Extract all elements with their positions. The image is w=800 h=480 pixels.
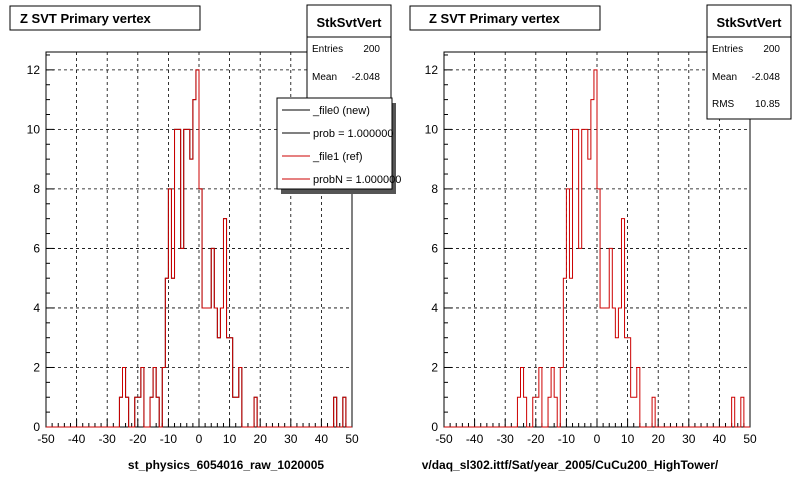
- y-tick-label: 2: [33, 360, 40, 374]
- x-tick-label: 20: [652, 432, 666, 446]
- x-tick-label: -30: [99, 432, 117, 446]
- legend-entry: _file1 (ref): [312, 151, 363, 163]
- right-stats-name: StkSvtVert: [716, 15, 782, 30]
- left-stats-mean-label: Mean: [312, 72, 337, 83]
- left-stats-box: StkSvtVert Entries 200 Mean -2.048: [306, 4, 392, 102]
- x-tick-label: -20: [527, 432, 545, 446]
- y-tick-label: 10: [425, 122, 439, 136]
- left-title-box: [9, 5, 201, 31]
- x-tick-label: -40: [68, 432, 86, 446]
- x-tick-label: 40: [315, 432, 329, 446]
- y-tick-label: 8: [431, 182, 438, 196]
- right-stats-entries-label: Entries: [712, 44, 743, 55]
- legend-entry: probN = 1.000000: [313, 174, 401, 186]
- right-stats-rms-value: 10.85: [755, 99, 780, 110]
- right-y-tick-labels: 0 2 4 6 8 10 12: [425, 63, 439, 434]
- x-tick-label: 10: [621, 432, 635, 446]
- right-plot-area: -50 -40 -30 -20 -10 0 10 20 30 40 50 0 2 4 6 8 10 12: [425, 51, 757, 446]
- x-tick-label: -10: [160, 432, 178, 446]
- right-stats-rms-label: RMS: [712, 99, 735, 110]
- x-tick-label: 50: [743, 432, 757, 446]
- right-stats-mean-value: -2.048: [752, 72, 781, 83]
- x-tick-label: -20: [129, 432, 147, 446]
- left-legend: _file0 (new) prob = 1.000000 _file1 (ref) p…: [276, 97, 401, 194]
- left-y-tick-labels: 0 2 4 6 8 10 12: [27, 63, 41, 434]
- left-stats-name: StkSvtVert: [316, 15, 382, 30]
- legend-entry: _file0 (new): [312, 105, 370, 117]
- y-tick-label: 2: [431, 360, 438, 374]
- left-stats-entries-label: Entries: [312, 44, 343, 55]
- y-tick-label: 12: [425, 63, 439, 77]
- y-tick-label: 6: [431, 241, 438, 255]
- x-tick-label: -50: [435, 432, 453, 446]
- left-pad: Z SVT Primary vertex -50 -40 -30 -20 -10 0 10 2…: [9, 4, 401, 472]
- x-tick-label: -50: [37, 432, 55, 446]
- x-tick-label: 30: [682, 432, 696, 446]
- right-stats-entries-value: 200: [763, 44, 780, 55]
- y-tick-label: 6: [33, 241, 40, 255]
- right-title: Z SVT Primary vertex: [429, 11, 561, 26]
- left-stats-entries-value: 200: [363, 44, 380, 55]
- x-tick-label: 10: [223, 432, 237, 446]
- x-tick-label: 0: [196, 432, 203, 446]
- x-tick-label: 40: [713, 432, 727, 446]
- left-histogram-ref: [46, 69, 352, 428]
- right-histogram-ref: [444, 69, 750, 428]
- x-tick-label: 30: [284, 432, 298, 446]
- right-x-tick-labels: -50 -40 -30 -20 -10 0 10 20 30 40 50: [435, 432, 757, 446]
- y-tick-label: 0: [33, 420, 40, 434]
- x-tick-label: 20: [254, 432, 268, 446]
- y-tick-label: 12: [27, 63, 41, 77]
- y-tick-label: 4: [33, 301, 40, 315]
- right-title-box: [409, 5, 601, 31]
- right-pad: Z SVT Primary vertex -50 -40 -30 -20 -10 0 10 2…: [409, 4, 792, 472]
- left-x-axis-label: st_physics_6054016_raw_1020005: [128, 458, 324, 472]
- right-x-axis-label: v/daq_sl302.ittf/Sat/year_2005/CuCu200_H…: [422, 458, 719, 472]
- x-tick-label: -40: [466, 432, 484, 446]
- left-stats-mean-value: -2.048: [352, 72, 381, 83]
- right-stats-mean-label: Mean: [712, 72, 737, 83]
- legend-entry: prob = 1.000000: [313, 128, 393, 140]
- x-tick-label: 0: [594, 432, 601, 446]
- y-tick-label: 0: [431, 420, 438, 434]
- y-tick-label: 4: [431, 301, 438, 315]
- left-title: Z SVT Primary vertex: [20, 11, 152, 26]
- y-tick-label: 8: [33, 182, 40, 196]
- y-tick-label: 10: [27, 122, 41, 136]
- x-tick-label: 50: [345, 432, 359, 446]
- x-tick-label: -30: [497, 432, 515, 446]
- x-tick-label: -10: [558, 432, 576, 446]
- right-stats-box: StkSvtVert Entries 200 Mean -2.048 RMS 1…: [706, 4, 792, 120]
- left-x-tick-labels: -50 -40 -30 -20 -10 0 10 20 30 40 50: [37, 432, 359, 446]
